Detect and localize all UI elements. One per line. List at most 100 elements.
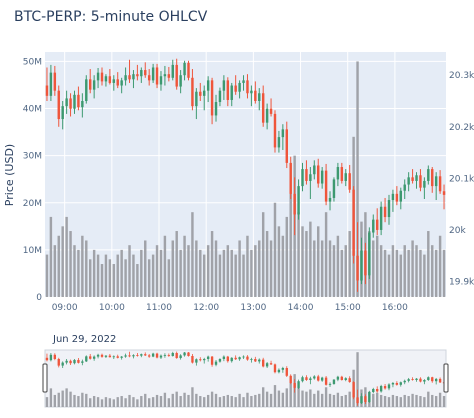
range-slider-background[interactable] bbox=[44, 349, 447, 408]
candle-body bbox=[317, 165, 320, 184]
volume-bar bbox=[151, 254, 155, 297]
candle bbox=[383, 197, 387, 223]
candle-body bbox=[92, 80, 96, 90]
candle-body bbox=[214, 102, 218, 116]
volume-bar bbox=[344, 245, 347, 297]
candle bbox=[203, 85, 206, 111]
candle bbox=[199, 82, 202, 101]
candle-body bbox=[258, 93, 261, 101]
candle-body bbox=[45, 85, 49, 96]
candle bbox=[332, 177, 336, 202]
range-slider-candle-body bbox=[352, 382, 355, 398]
candle bbox=[120, 77, 123, 94]
volume-bar bbox=[81, 235, 84, 297]
candle-body bbox=[183, 62, 186, 76]
candle-body bbox=[147, 75, 151, 81]
range-slider-candle-body bbox=[317, 376, 320, 381]
range-slider-candle-body bbox=[179, 355, 182, 359]
volume-bar bbox=[73, 245, 76, 297]
candle-body bbox=[293, 193, 296, 215]
candle-body bbox=[442, 191, 446, 195]
candle-body bbox=[344, 173, 347, 181]
range-slider-volume-bar bbox=[69, 391, 72, 407]
candle bbox=[261, 85, 265, 127]
range-slider-candle-body bbox=[73, 359, 76, 364]
range-slider-volume-bar bbox=[57, 392, 60, 407]
volume-bar bbox=[104, 254, 108, 297]
range-slider-candle-body bbox=[297, 381, 300, 388]
candle-body bbox=[336, 167, 340, 180]
range-slider-candle-body bbox=[100, 354, 104, 357]
volume-bar bbox=[210, 231, 214, 297]
candle bbox=[431, 167, 434, 193]
range-slider-right-handle[interactable] bbox=[443, 363, 449, 393]
range-slider-candle-body bbox=[285, 368, 288, 376]
volume-bar bbox=[411, 240, 414, 297]
candle bbox=[324, 163, 328, 206]
range-slider-candle-body bbox=[289, 375, 292, 383]
candle bbox=[222, 75, 226, 100]
candle-body bbox=[309, 174, 312, 181]
candle-body bbox=[85, 79, 88, 101]
range-slider-candle-body bbox=[309, 378, 312, 380]
candle bbox=[151, 63, 155, 83]
volume-bar bbox=[163, 235, 167, 297]
volume-bar bbox=[427, 231, 430, 297]
volume-bar bbox=[159, 249, 163, 297]
range-slider-left-handle[interactable] bbox=[42, 363, 48, 393]
time-tick-label: 09:00 bbox=[52, 303, 78, 313]
volume-bar bbox=[356, 61, 359, 297]
candle-body bbox=[132, 74, 135, 80]
range-slider-volume-bar bbox=[214, 393, 218, 407]
candle bbox=[258, 88, 261, 111]
volume-bar bbox=[336, 235, 340, 297]
candle bbox=[57, 85, 60, 127]
candle-body bbox=[81, 101, 84, 108]
candle-body bbox=[348, 173, 351, 190]
range-slider-volume-bar bbox=[376, 392, 379, 407]
candle-body bbox=[100, 72, 104, 82]
volume-bar bbox=[88, 259, 92, 297]
x-axis-date-label: Jun 29, 2022 bbox=[52, 334, 116, 345]
range-slider-candle-body bbox=[151, 353, 155, 357]
range-slider-volume-bar bbox=[403, 394, 406, 407]
volume-bar bbox=[387, 254, 391, 297]
candle-body bbox=[199, 91, 202, 96]
volume-bar bbox=[305, 231, 308, 297]
candle-body bbox=[375, 219, 379, 230]
candle bbox=[391, 189, 395, 212]
candle bbox=[116, 72, 119, 89]
chart-title: BTC-PERP: 5-minute OHLCV bbox=[14, 9, 208, 25]
price-tick-label: 20k bbox=[449, 226, 466, 236]
range-slider-volume-bar bbox=[179, 396, 182, 407]
volume-bar bbox=[128, 245, 131, 297]
candle-body bbox=[210, 80, 214, 116]
candle-body bbox=[88, 79, 92, 90]
range-slider-volume-bar bbox=[53, 394, 57, 407]
candle-body bbox=[175, 64, 178, 87]
candle bbox=[415, 172, 418, 189]
volume-bar bbox=[431, 245, 434, 297]
range-slider-candle-body bbox=[415, 378, 418, 380]
range-slider-volume-bar bbox=[395, 396, 399, 407]
candle bbox=[372, 214, 375, 238]
range-slider-candle-body bbox=[183, 352, 186, 356]
time-axis: 09:00 10:00 11:00 12:00 13:00 14:00 15:00 16:00 bbox=[52, 303, 408, 313]
candle bbox=[242, 75, 245, 91]
candle bbox=[226, 77, 230, 107]
candle-body bbox=[57, 90, 60, 120]
candle-body bbox=[120, 80, 123, 86]
range-slider-candle-body bbox=[379, 386, 383, 392]
range-slider-volume-bar bbox=[387, 397, 391, 407]
volume-bar bbox=[375, 235, 379, 297]
range-slider[interactable] bbox=[42, 349, 449, 408]
range-slider-candle-body bbox=[136, 355, 139, 356]
range-slider-volume-bar bbox=[159, 396, 163, 407]
candle bbox=[112, 75, 116, 91]
volume-bar bbox=[340, 249, 344, 297]
range-slider-candle-body bbox=[120, 356, 123, 358]
candle bbox=[442, 184, 446, 210]
range-slider-candle-body bbox=[69, 360, 72, 364]
range-slider-candle-body bbox=[167, 355, 171, 356]
range-slider-candle-body bbox=[411, 379, 414, 380]
